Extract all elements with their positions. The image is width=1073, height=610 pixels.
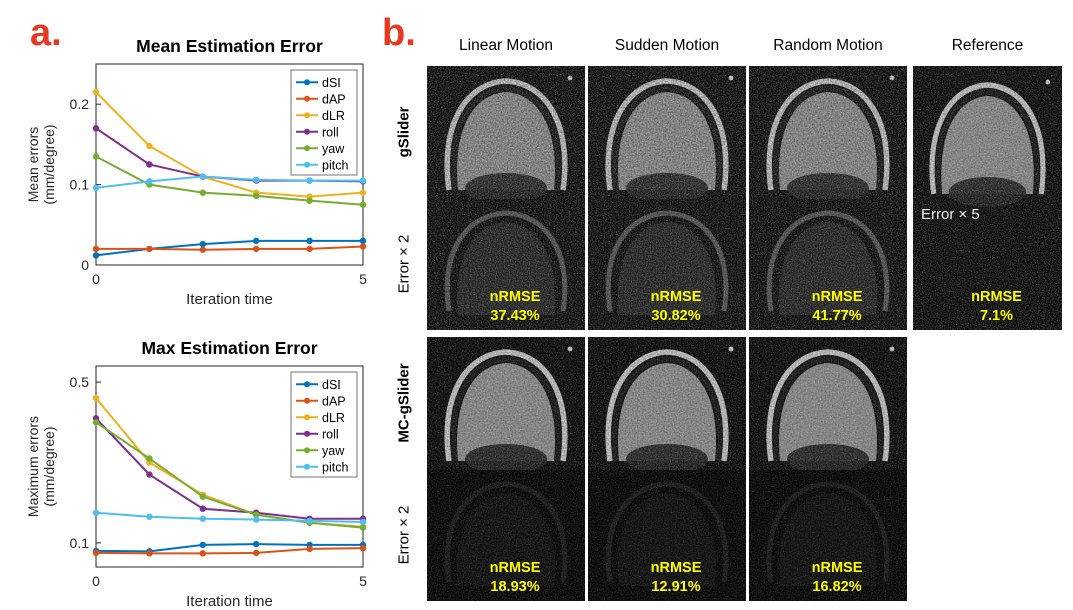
svg-text:0: 0 bbox=[92, 271, 100, 287]
mri-mcgslider-linear-motion bbox=[427, 337, 585, 470]
column-header-sudden-motion: Sudden Motion bbox=[614, 37, 720, 54]
nrmse-label: nRMSE bbox=[650, 289, 702, 306]
nrmse-value: 37.43% bbox=[490, 308, 540, 325]
svg-text:0.2: 0.2 bbox=[70, 96, 90, 112]
error-map-mcgslider-sudden-motion: nRMSE 12.91% bbox=[588, 470, 746, 601]
svg-text:0.5: 0.5 bbox=[70, 374, 90, 390]
nrmse-label: nRMSE bbox=[971, 289, 1022, 306]
row-label-gslider-error: Error × 2 bbox=[395, 234, 413, 294]
svg-text:pitch: pitch bbox=[322, 158, 348, 172]
mri-mcgslider-sudden-motion bbox=[588, 337, 746, 470]
nrmse-overlay: nRMSE 37.43% bbox=[427, 288, 585, 326]
nrmse-value: 7.1% bbox=[979, 308, 1014, 325]
svg-text:0.1: 0.1 bbox=[70, 177, 90, 193]
svg-text:pitch: pitch bbox=[322, 460, 348, 474]
nrmse-label: nRMSE bbox=[811, 560, 863, 577]
svg-text:yaw: yaw bbox=[322, 142, 345, 156]
svg-text:Maximum errors: Maximum errors bbox=[25, 416, 41, 517]
svg-text:5: 5 bbox=[359, 573, 367, 589]
nrmse-value: 12.91% bbox=[651, 579, 701, 596]
svg-text:Iteration time: Iteration time bbox=[186, 593, 273, 610]
mri-mcgslider-random-motion bbox=[749, 337, 907, 470]
error-map-gslider-linear-motion: nRMSE 37.43% bbox=[427, 199, 585, 330]
svg-text:0: 0 bbox=[81, 257, 89, 273]
svg-text:0: 0 bbox=[92, 573, 100, 589]
svg-text:Iteration time: Iteration time bbox=[186, 291, 273, 308]
svg-text:dLR: dLR bbox=[322, 109, 345, 123]
mean-estimation-error-chart: 0 0.1 0.2 0 5 Mean Estimation Error Iteration … bbox=[18, 28, 373, 313]
nrmse-value: 18.93% bbox=[490, 579, 540, 596]
max-estimation-error-chart: 0.1 0.5 0 5 Max Estimation Error Iteration ti… bbox=[18, 330, 373, 610]
svg-text:dAP: dAP bbox=[322, 92, 346, 106]
nrmse-value: 16.82% bbox=[812, 579, 862, 596]
row-label-gslider: gSlider bbox=[395, 106, 413, 158]
svg-text:Max Estimation Error: Max Estimation Error bbox=[141, 338, 317, 358]
column-header-random-motion: Random Motion bbox=[773, 37, 883, 54]
nrmse-overlay: nRMSE 41.77% bbox=[749, 288, 907, 326]
svg-text:dSI: dSI bbox=[322, 378, 341, 392]
nrmse-label: nRMSE bbox=[650, 560, 702, 577]
nrmse-overlay: nRMSE 30.82% bbox=[588, 288, 746, 326]
nrmse-value: 30.82% bbox=[651, 308, 701, 325]
svg-text:Mean errors: Mean errors bbox=[25, 127, 41, 202]
svg-text:dAP: dAP bbox=[322, 394, 346, 408]
svg-text:0.1: 0.1 bbox=[70, 535, 90, 551]
nrmse-overlay: nRMSE 12.91% bbox=[588, 559, 746, 597]
mri-gslider-sudden-motion bbox=[588, 66, 746, 199]
error-map-gslider-sudden-motion: nRMSE 30.82% bbox=[588, 199, 746, 330]
svg-text:(mm/degree): (mm/degree) bbox=[41, 426, 57, 506]
mri-gslider-linear-motion bbox=[427, 66, 585, 199]
nrmse-value: 41.77% bbox=[812, 308, 862, 325]
svg-text:dLR: dLR bbox=[322, 411, 345, 425]
panel-b-label: b. bbox=[382, 12, 416, 54]
row-label-mcgslider-error: Error × 2 bbox=[395, 505, 413, 565]
reference-error-note: Error × 5 bbox=[921, 206, 980, 223]
nrmse-overlay: nRMSE 18.93% bbox=[427, 559, 585, 597]
svg-text:roll: roll bbox=[322, 427, 339, 441]
nrmse-label: nRMSE bbox=[489, 289, 541, 306]
svg-text:5: 5 bbox=[359, 271, 367, 287]
svg-text:Mean Estimation Error: Mean Estimation Error bbox=[136, 36, 323, 56]
nrmse-overlay: nRMSE 16.82% bbox=[749, 559, 907, 597]
column-header-linear-motion: Linear Motion bbox=[459, 37, 553, 54]
error-map-mcgslider-linear-motion: nRMSE 18.93% bbox=[427, 470, 585, 601]
error-map-gslider-random-motion: nRMSE 41.77% bbox=[749, 199, 907, 330]
nrmse-overlay: nRMSE 7.1% bbox=[913, 288, 1062, 326]
svg-text:dSI: dSI bbox=[322, 76, 341, 90]
column-header-reference: Reference bbox=[951, 37, 1024, 54]
mri-reference: Error × 5 nRMSE 7.1% bbox=[913, 66, 1062, 330]
panel-a-label: a. bbox=[30, 12, 62, 54]
nrmse-label: nRMSE bbox=[811, 289, 863, 306]
svg-text:(mm/degree): (mm/degree) bbox=[41, 124, 57, 204]
error-map-mcgslider-random-motion: nRMSE 16.82% bbox=[749, 470, 907, 601]
row-label-mcgslider: MC-gSlider bbox=[395, 363, 413, 443]
svg-text:yaw: yaw bbox=[322, 444, 345, 458]
svg-text:roll: roll bbox=[322, 125, 339, 139]
nrmse-label: nRMSE bbox=[489, 560, 541, 577]
mri-gslider-random-motion bbox=[749, 66, 907, 199]
